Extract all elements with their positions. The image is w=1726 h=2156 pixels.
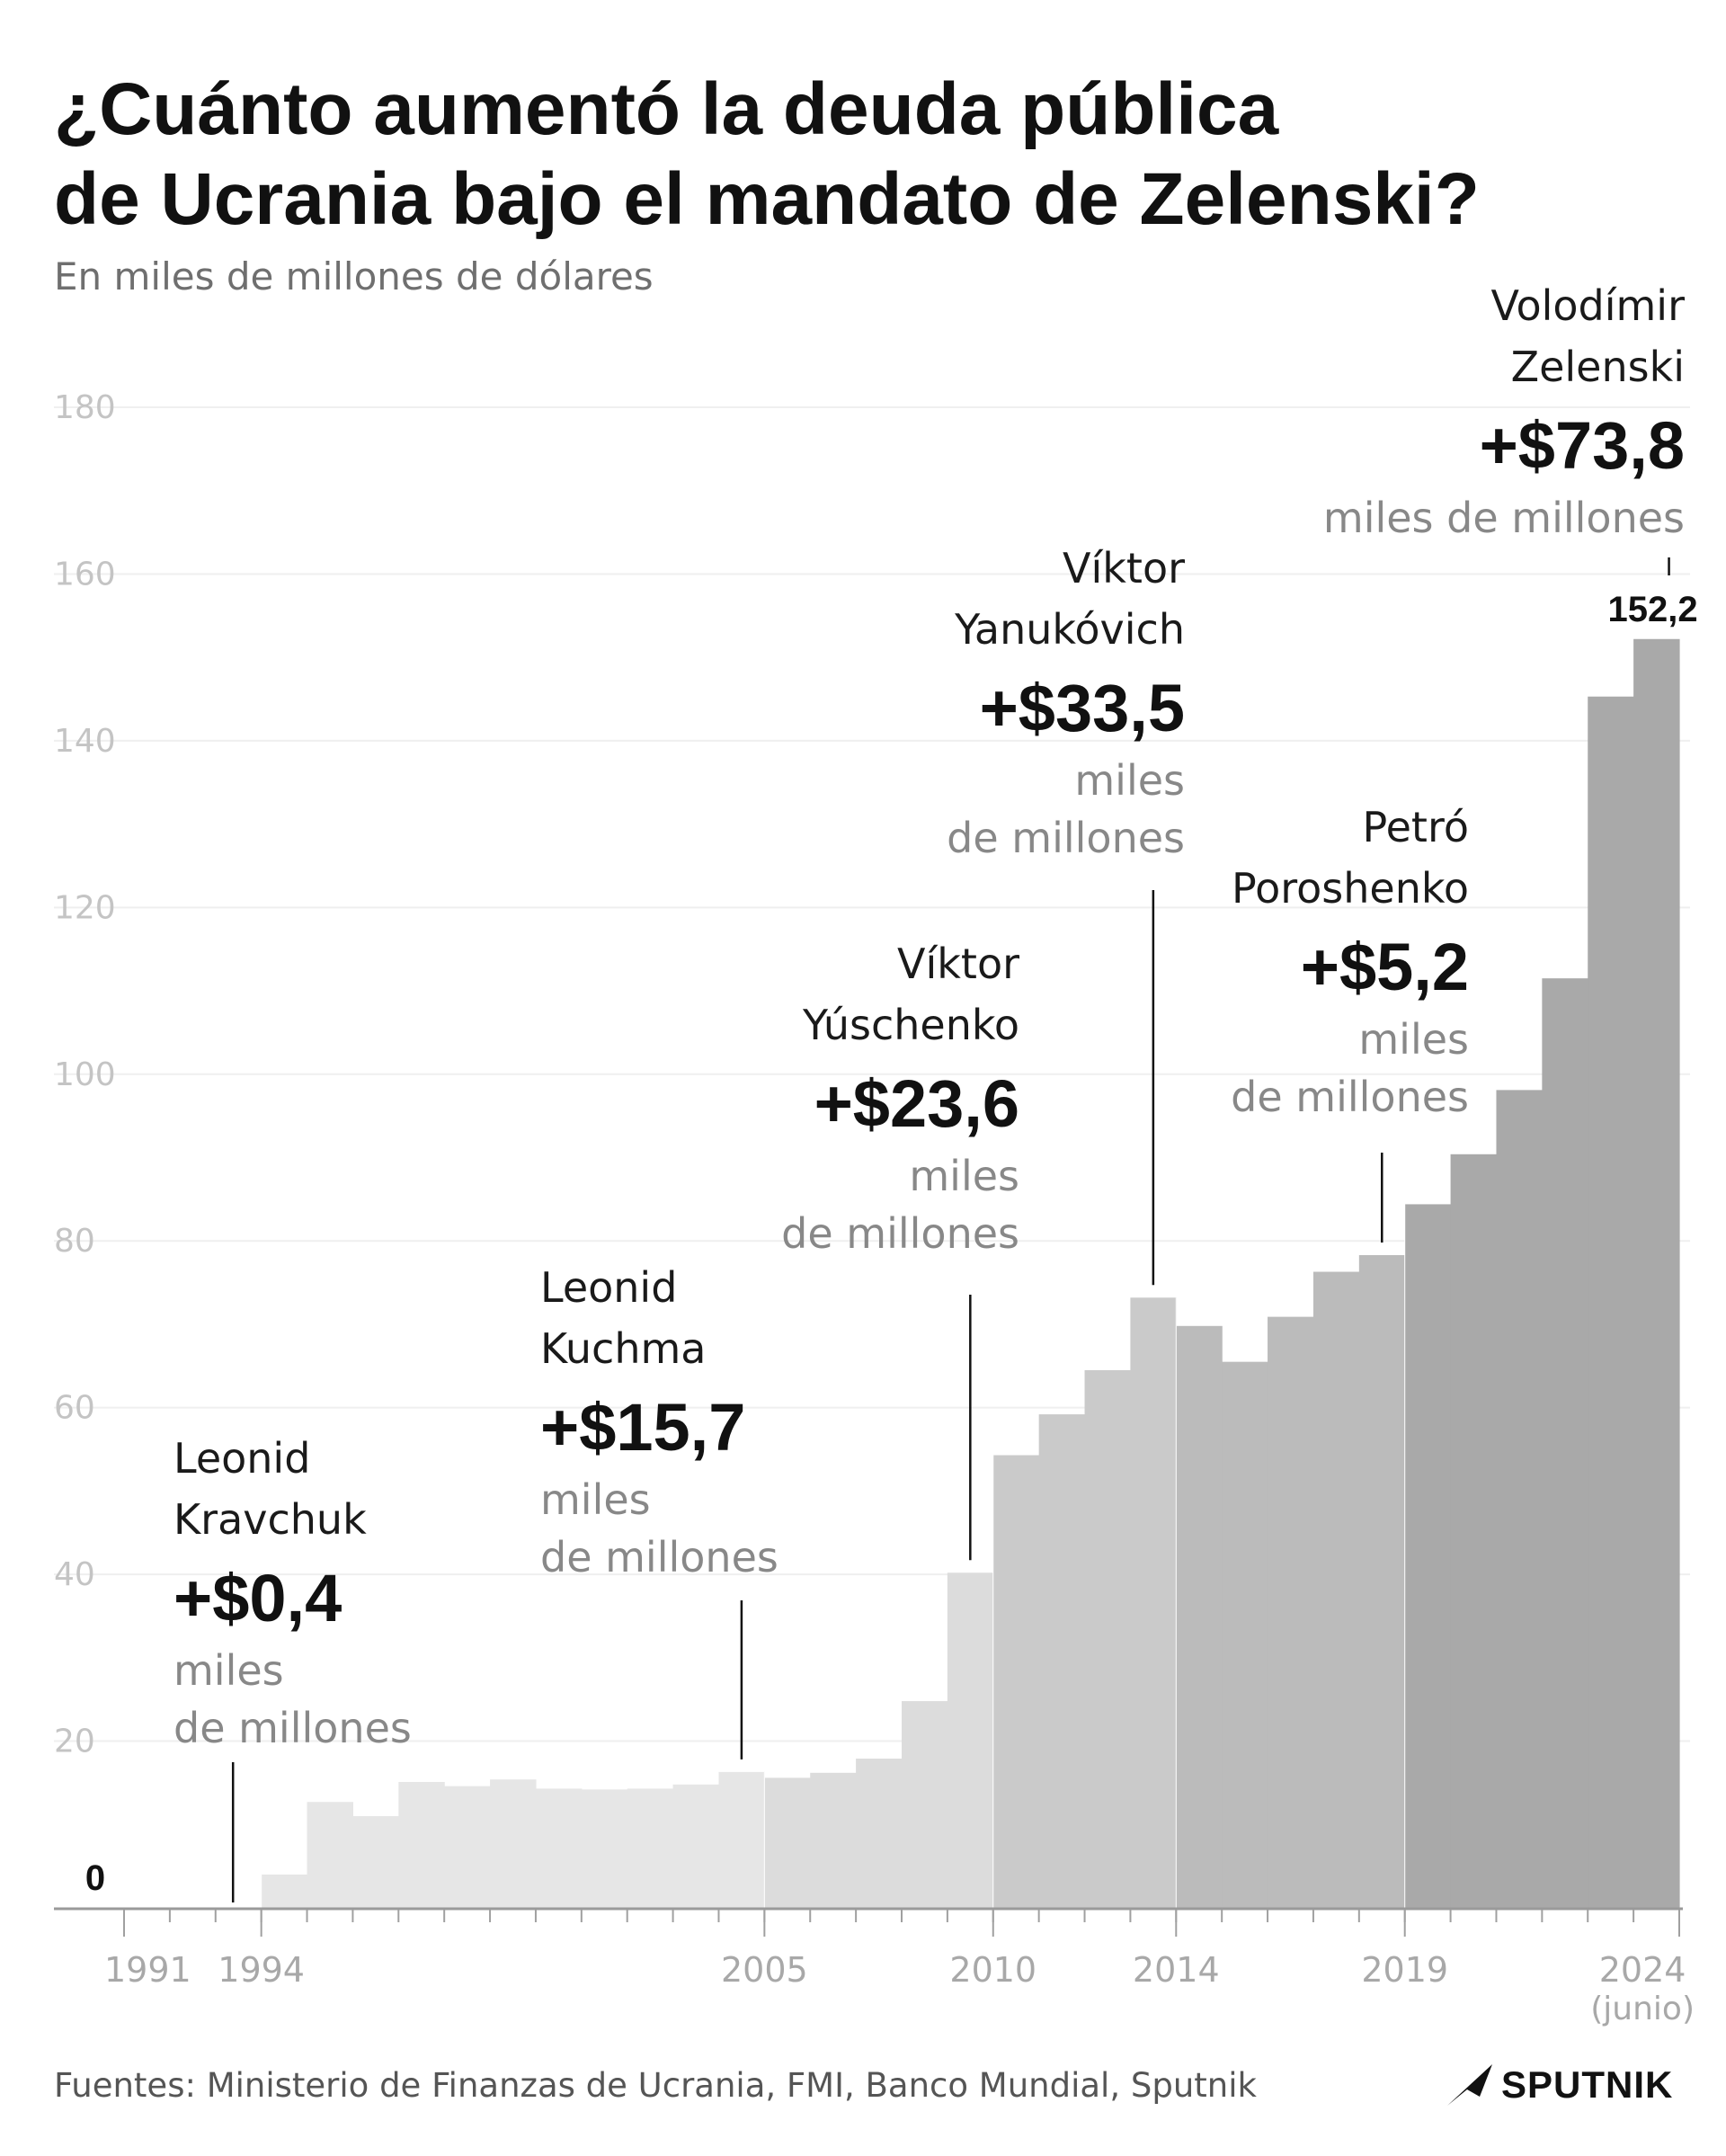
- annotation-yushchenko: Víktor Yúschenko +$23,6 miles de millone…: [781, 933, 1019, 1262]
- annotation-zelenski: Volodímir Zelenski +$73,8 miles de millo…: [1323, 275, 1685, 547]
- sputnik-logo-text: SPUTNIK: [1501, 2063, 1674, 2106]
- sputnik-logo-icon: [1447, 2064, 1492, 2106]
- x-tick-label: 1991: [104, 1950, 191, 1990]
- annotation-amount: +$0,4: [173, 1561, 343, 1635]
- bar: [627, 1788, 674, 1908]
- title-line-1: ¿Cuánto aumentó la deuda pública: [54, 68, 1279, 150]
- y-tick-label: 160: [54, 556, 116, 592]
- annotation-amount: +$73,8: [1479, 408, 1685, 483]
- x-tick-label: 2014: [1133, 1950, 1220, 1990]
- sputnik-logo: SPUTNIK: [1444, 2058, 1673, 2112]
- bar: [490, 1779, 537, 1908]
- bar: [1130, 1297, 1177, 1908]
- annotation-name-line1: Volodímir: [1490, 281, 1685, 330]
- annotation-name-line2: Kravchuk: [173, 1495, 367, 1544]
- bar: [1450, 1154, 1498, 1908]
- bar: [1404, 1204, 1452, 1908]
- bar: [444, 1786, 491, 1908]
- chart-title: ¿Cuánto aumentó la deuda pública de Ucra…: [54, 65, 1690, 245]
- bar: [672, 1784, 720, 1908]
- title-line-2: de Ucrania bajo el mandato de Zelenski?: [54, 158, 1480, 240]
- data-label: 152,2: [1608, 590, 1698, 629]
- annotation-kuchma: Leonid Kuchma +$15,7 miles de millones: [540, 1257, 778, 1586]
- chart-subtitle: En miles de millones de dólares: [54, 254, 654, 298]
- annotation-unit-line1: miles de millones: [1322, 494, 1685, 542]
- annotation-unit-line2: de millones: [1231, 1073, 1469, 1121]
- y-tick-label: 40: [54, 1556, 95, 1593]
- annotation-unit-line2: de millones: [173, 1704, 412, 1752]
- annotation-amount: +$23,6: [814, 1066, 1019, 1141]
- bar: [1268, 1316, 1314, 1908]
- annotation-unit-line1: miles: [1074, 756, 1185, 805]
- bar: [1496, 1090, 1543, 1908]
- annotation-name-line1: Leonid: [540, 1263, 678, 1312]
- y-tick-label: 20: [54, 1724, 95, 1760]
- bar: [1176, 1325, 1223, 1908]
- annotation-unit-line2: de millones: [947, 814, 1185, 862]
- y-tick-label: 60: [54, 1390, 95, 1427]
- bar: [764, 1777, 811, 1908]
- annotation-name-line2: Poroshenko: [1231, 864, 1469, 913]
- y-tick-label: 80: [54, 1223, 95, 1260]
- bar: [718, 1771, 765, 1908]
- bar: [581, 1789, 628, 1908]
- y-tick-label: 140: [54, 723, 116, 760]
- sources-footer: Fuentes: Ministerio de Finanzas de Ucran…: [54, 2066, 1257, 2105]
- annotation-name-line1: Víktor: [1063, 544, 1185, 592]
- bar: [398, 1781, 445, 1908]
- annotation-yanukovich: Víktor Yanukóvich +$33,5 miles de millon…: [947, 538, 1185, 867]
- bar: [947, 1572, 994, 1908]
- bar: [1038, 1414, 1086, 1908]
- annotation-kravchuk: Leonid Kravchuk +$0,4 miles de millones: [173, 1428, 412, 1757]
- annotation-amount: +$5,2: [1300, 930, 1469, 1004]
- bar: [1633, 638, 1680, 1908]
- annotation-unit-line2: de millones: [540, 1533, 778, 1581]
- y-tick-label: 100: [54, 1056, 116, 1093]
- annotation-name-line2: Yanukóvich: [955, 605, 1185, 654]
- bar: [810, 1772, 857, 1908]
- bar: [902, 1701, 948, 1908]
- bar: [856, 1759, 903, 1908]
- annotation-poroshenko: Petró Poroshenko +$5,2 miles de millones: [1231, 797, 1469, 1126]
- x-tick-label: 1994: [218, 1950, 305, 1990]
- y-tick-label: 180: [54, 389, 116, 426]
- annotation-name-line2: Zelenski: [1510, 343, 1685, 391]
- annotation-name-line2: Kuchma: [540, 1324, 707, 1373]
- y-tick-label: 120: [54, 889, 116, 926]
- annotation-unit-line1: miles: [540, 1475, 651, 1524]
- annotation-name-line1: Leonid: [173, 1434, 311, 1483]
- bar: [1084, 1369, 1132, 1908]
- annotation-name-line2: Yúschenko: [803, 1001, 1019, 1049]
- annotation-unit-line1: miles: [909, 1152, 1019, 1200]
- annotation-name-line1: Víktor: [897, 940, 1019, 988]
- bar: [535, 1788, 583, 1908]
- bar: [1542, 978, 1588, 1908]
- annotation-unit-line1: miles: [173, 1646, 284, 1695]
- data-label: 0: [85, 1858, 105, 1898]
- bar: [261, 1874, 308, 1908]
- annotation-unit-line1: miles: [1358, 1015, 1469, 1064]
- bar: [352, 1816, 399, 1908]
- bar: [307, 1802, 354, 1908]
- x-tick-label: 2010: [949, 1950, 1036, 1990]
- x-tick-label: 2005: [721, 1950, 808, 1990]
- bar: [1312, 1271, 1360, 1908]
- bar: [1222, 1361, 1268, 1908]
- bar: [1588, 696, 1634, 1908]
- annotation-unit-line2: de millones: [781, 1209, 1019, 1258]
- bar: [992, 1455, 1040, 1908]
- x-tick-label: 2024: [1599, 1950, 1686, 1990]
- annotation-amount: +$33,5: [979, 671, 1185, 745]
- x-tick-sublabel: (junio): [1590, 1991, 1695, 2027]
- annotation-name-line1: Petró: [1362, 803, 1469, 851]
- x-tick-label: 2019: [1361, 1950, 1448, 1990]
- annotation-amount: +$15,7: [540, 1390, 746, 1465]
- bar: [1358, 1254, 1406, 1908]
